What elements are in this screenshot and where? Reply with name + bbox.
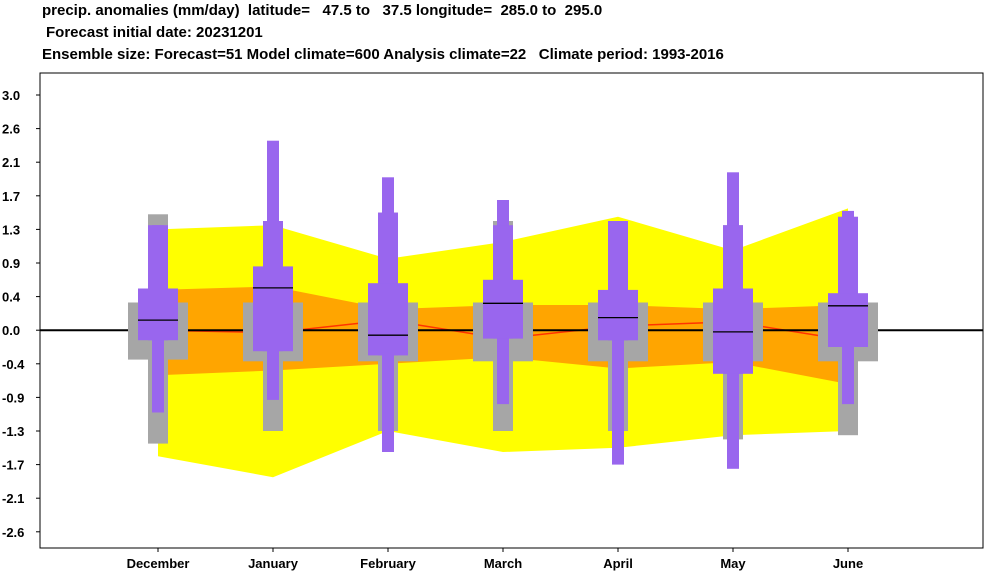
x-tick-label-3: March bbox=[484, 556, 522, 571]
chart-title-line-3: Ensemble size: Forecast=51 Model climate… bbox=[42, 46, 724, 63]
x-tick-label-4: April bbox=[603, 556, 633, 571]
y-tick-label-6: 0.4 bbox=[2, 290, 21, 305]
x-tick-label-0: December bbox=[127, 556, 190, 571]
chart-title-line-1: precip. anomalies (mm/day) latitude= 47.… bbox=[42, 2, 603, 19]
forecast-25-75-box-0 bbox=[138, 288, 178, 341]
y-tick-label-9: -0.9 bbox=[2, 390, 24, 405]
x-tick-label-5: May bbox=[720, 556, 746, 571]
y-tick-label-4: 1.3 bbox=[2, 222, 20, 237]
y-tick-label-11: -1.7 bbox=[2, 458, 24, 473]
y-tick-label-13: -2.6 bbox=[2, 525, 24, 540]
y-tick-label-0: 3.0 bbox=[2, 88, 20, 103]
forecast-25-75-box-4 bbox=[598, 289, 638, 341]
y-tick-label-7: 0.0 bbox=[2, 323, 20, 338]
x-tick-label-6: June bbox=[833, 556, 863, 571]
y-tick-label-2: 2.1 bbox=[2, 155, 20, 170]
y-tick-label-1: 2.6 bbox=[2, 122, 20, 137]
forecast-25-75-box-1 bbox=[253, 266, 293, 352]
x-tick-label-1: January bbox=[248, 556, 299, 571]
x-tick-label-2: February bbox=[360, 556, 416, 571]
forecast-25-75-box-2 bbox=[368, 283, 408, 356]
y-tick-label-10: -1.3 bbox=[2, 424, 24, 439]
y-tick-label-3: 1.7 bbox=[2, 189, 20, 204]
forecast-25-75-box-6 bbox=[828, 293, 868, 347]
forecast-25-75-box-5 bbox=[713, 288, 753, 374]
y-tick-label-8: -0.4 bbox=[2, 357, 25, 372]
y-tick-label-5: 0.9 bbox=[2, 256, 20, 271]
forecast-25-75-box-3 bbox=[483, 279, 523, 339]
y-tick-label-12: -2.1 bbox=[2, 491, 24, 506]
plot-frame bbox=[39, 72, 984, 549]
chart-title-line-2: Forecast initial date: 20231201 bbox=[46, 24, 263, 41]
